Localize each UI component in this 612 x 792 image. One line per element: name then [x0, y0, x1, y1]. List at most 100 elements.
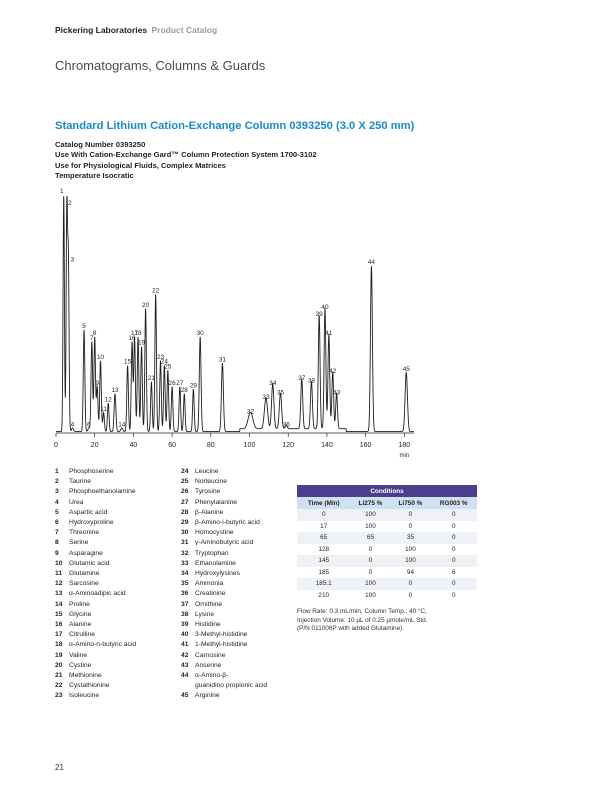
compound-name: Ethanolamine: [195, 559, 236, 567]
table-row: 185 0 94 6: [297, 566, 477, 578]
compound-name: Glycine: [69, 610, 92, 618]
peak-label: 26: [169, 380, 177, 387]
compound-name: Methionine: [69, 672, 102, 680]
compound-number: 43: [181, 661, 189, 669]
peak-label: 8: [93, 330, 97, 337]
compound-number: 19: [55, 651, 63, 659]
peak-label: 30: [197, 330, 205, 337]
compound-number: 7: [55, 529, 59, 537]
compound-item: 44 α-Amino-β-: [181, 671, 267, 681]
compound-name: Aspartic acid: [69, 508, 108, 516]
compound-number: 27: [181, 498, 189, 506]
compound-name: α-Amino-β-: [195, 672, 229, 680]
conditions-header: Time (Min): [297, 497, 351, 509]
table-cell: 145: [297, 555, 351, 567]
compound-item: 13 α-Aminoadipic acid: [55, 589, 136, 599]
compound-name: Phenylalanine: [195, 498, 238, 506]
compound-item: 30 Homocystine: [181, 528, 267, 538]
compound-name: Tryptophan: [195, 549, 229, 557]
table-cell: 65: [297, 532, 351, 544]
conditions-header: RG003 %: [430, 497, 477, 509]
table-cell: 0: [350, 555, 391, 567]
compound-number: 4: [55, 498, 59, 506]
compound-item: 18 α-Amino-n-butyric acid: [55, 640, 136, 650]
compound-name: Isoleucine: [69, 692, 100, 700]
compound-item: 27 Phenylalanine: [181, 498, 267, 508]
catalog-label: Product Catalog: [151, 25, 218, 35]
peak-label: 43: [333, 389, 341, 396]
compound-name: Cystine: [69, 661, 92, 669]
compound-item: 16 Alanine: [55, 620, 136, 630]
compound-item: 11 Glutamine: [55, 569, 136, 579]
compound-item: 23 Isoleucine: [55, 691, 136, 701]
compound-item: 19 Valine: [55, 651, 136, 661]
compound-item: 32 Tryptophan: [181, 549, 267, 559]
compound-number: 42: [181, 651, 189, 659]
peak-label: 32: [247, 408, 255, 415]
peak-label: 44: [368, 259, 376, 266]
x-unit-label: min: [399, 453, 409, 459]
compound-name: Phosphoserine: [69, 468, 114, 475]
compound-list-1: 1 Phosphoserine 2 Taurine 3 Phosphoethanolami…: [55, 467, 136, 702]
table-cell: 0: [390, 509, 431, 521]
compound-item: 29 β-Amino-i-butyric acid: [181, 518, 267, 528]
company-name: Pickering Laboratories: [55, 25, 148, 35]
compound-number: 20: [55, 661, 63, 669]
compound-item: 38 Lysine: [181, 610, 267, 620]
compound-name: Cystathionine: [69, 682, 110, 690]
compound-number: 6: [55, 519, 59, 527]
compound-name: β-Amino-i-butyric acid: [195, 519, 260, 527]
peak-label: 16: [128, 335, 136, 342]
compound-name: Carnosine: [195, 651, 226, 659]
conditions-table: Conditions Time (Min) Li275 % Li750 % RG…: [297, 485, 477, 601]
compound-item: 34 Hydroxylysines: [181, 569, 267, 579]
compound-item: 15 Glycine: [55, 610, 136, 620]
compound-item: 20 Cystine: [55, 661, 136, 671]
compound-number: [181, 681, 194, 691]
peak-label: 35: [277, 389, 285, 396]
peak-label: 6: [87, 421, 91, 428]
peak-label: 3: [71, 257, 75, 264]
compound-name: Taurine: [69, 478, 91, 486]
compound-item: 22 Cystathionine: [55, 681, 136, 691]
x-tick-label: 0: [54, 442, 58, 449]
column-info: Catalog Number 0393250 Use With Cation-E…: [55, 140, 317, 182]
compound-name: Serine: [69, 539, 89, 547]
compound-number: 13: [55, 590, 63, 598]
peak-label: 5: [82, 323, 86, 330]
peak-label: 33: [262, 394, 270, 401]
peak-label: 7: [90, 335, 94, 342]
compound-name: α-Aminoadipic acid: [69, 590, 126, 598]
peak-label: 39: [316, 311, 324, 318]
note-line: Injection Volume: 10 µL of 0.25 µmole/mL…: [297, 616, 428, 624]
compound-name: Asparagine: [69, 549, 103, 557]
peak-label: 28: [181, 387, 189, 394]
run-notes: Flow Rate: 0.3 mL/min, Column Temp.: 40 …: [297, 608, 428, 634]
compound-name: Hydroxyproline: [69, 519, 114, 527]
table-cell: 0: [430, 532, 477, 544]
compound-number: 17: [55, 631, 63, 639]
x-tick-label: 40: [130, 442, 138, 449]
table-cell: 0: [350, 543, 391, 555]
compound-name: Norleucine: [195, 478, 227, 486]
compound-name: Anserine: [195, 661, 222, 669]
compound-name: Valine: [69, 651, 88, 659]
compound-number: 37: [181, 600, 189, 608]
peak-label: 25: [164, 363, 172, 370]
compound-number: 1: [55, 468, 59, 475]
x-tick-label: 120: [282, 442, 294, 449]
compound-item: 25 Norleucine: [181, 477, 267, 487]
compound-number: 41: [181, 641, 189, 649]
compound-name: Phosphoethanolamine: [69, 488, 136, 496]
peak-label: 1: [60, 188, 64, 195]
compound-number: 11: [55, 570, 63, 578]
table-cell: 210: [297, 589, 351, 601]
table-row: 185.1 100 0 0: [297, 578, 477, 590]
compound-name: Lysine: [195, 610, 215, 618]
table-cell: 0: [430, 578, 477, 590]
table-cell: 0: [390, 520, 431, 532]
x-tick-label: 140: [321, 442, 333, 449]
table-cell: 128: [297, 543, 351, 555]
compound-item: 7 Threonine: [55, 528, 136, 538]
compound-name: Ornithine: [195, 600, 223, 608]
